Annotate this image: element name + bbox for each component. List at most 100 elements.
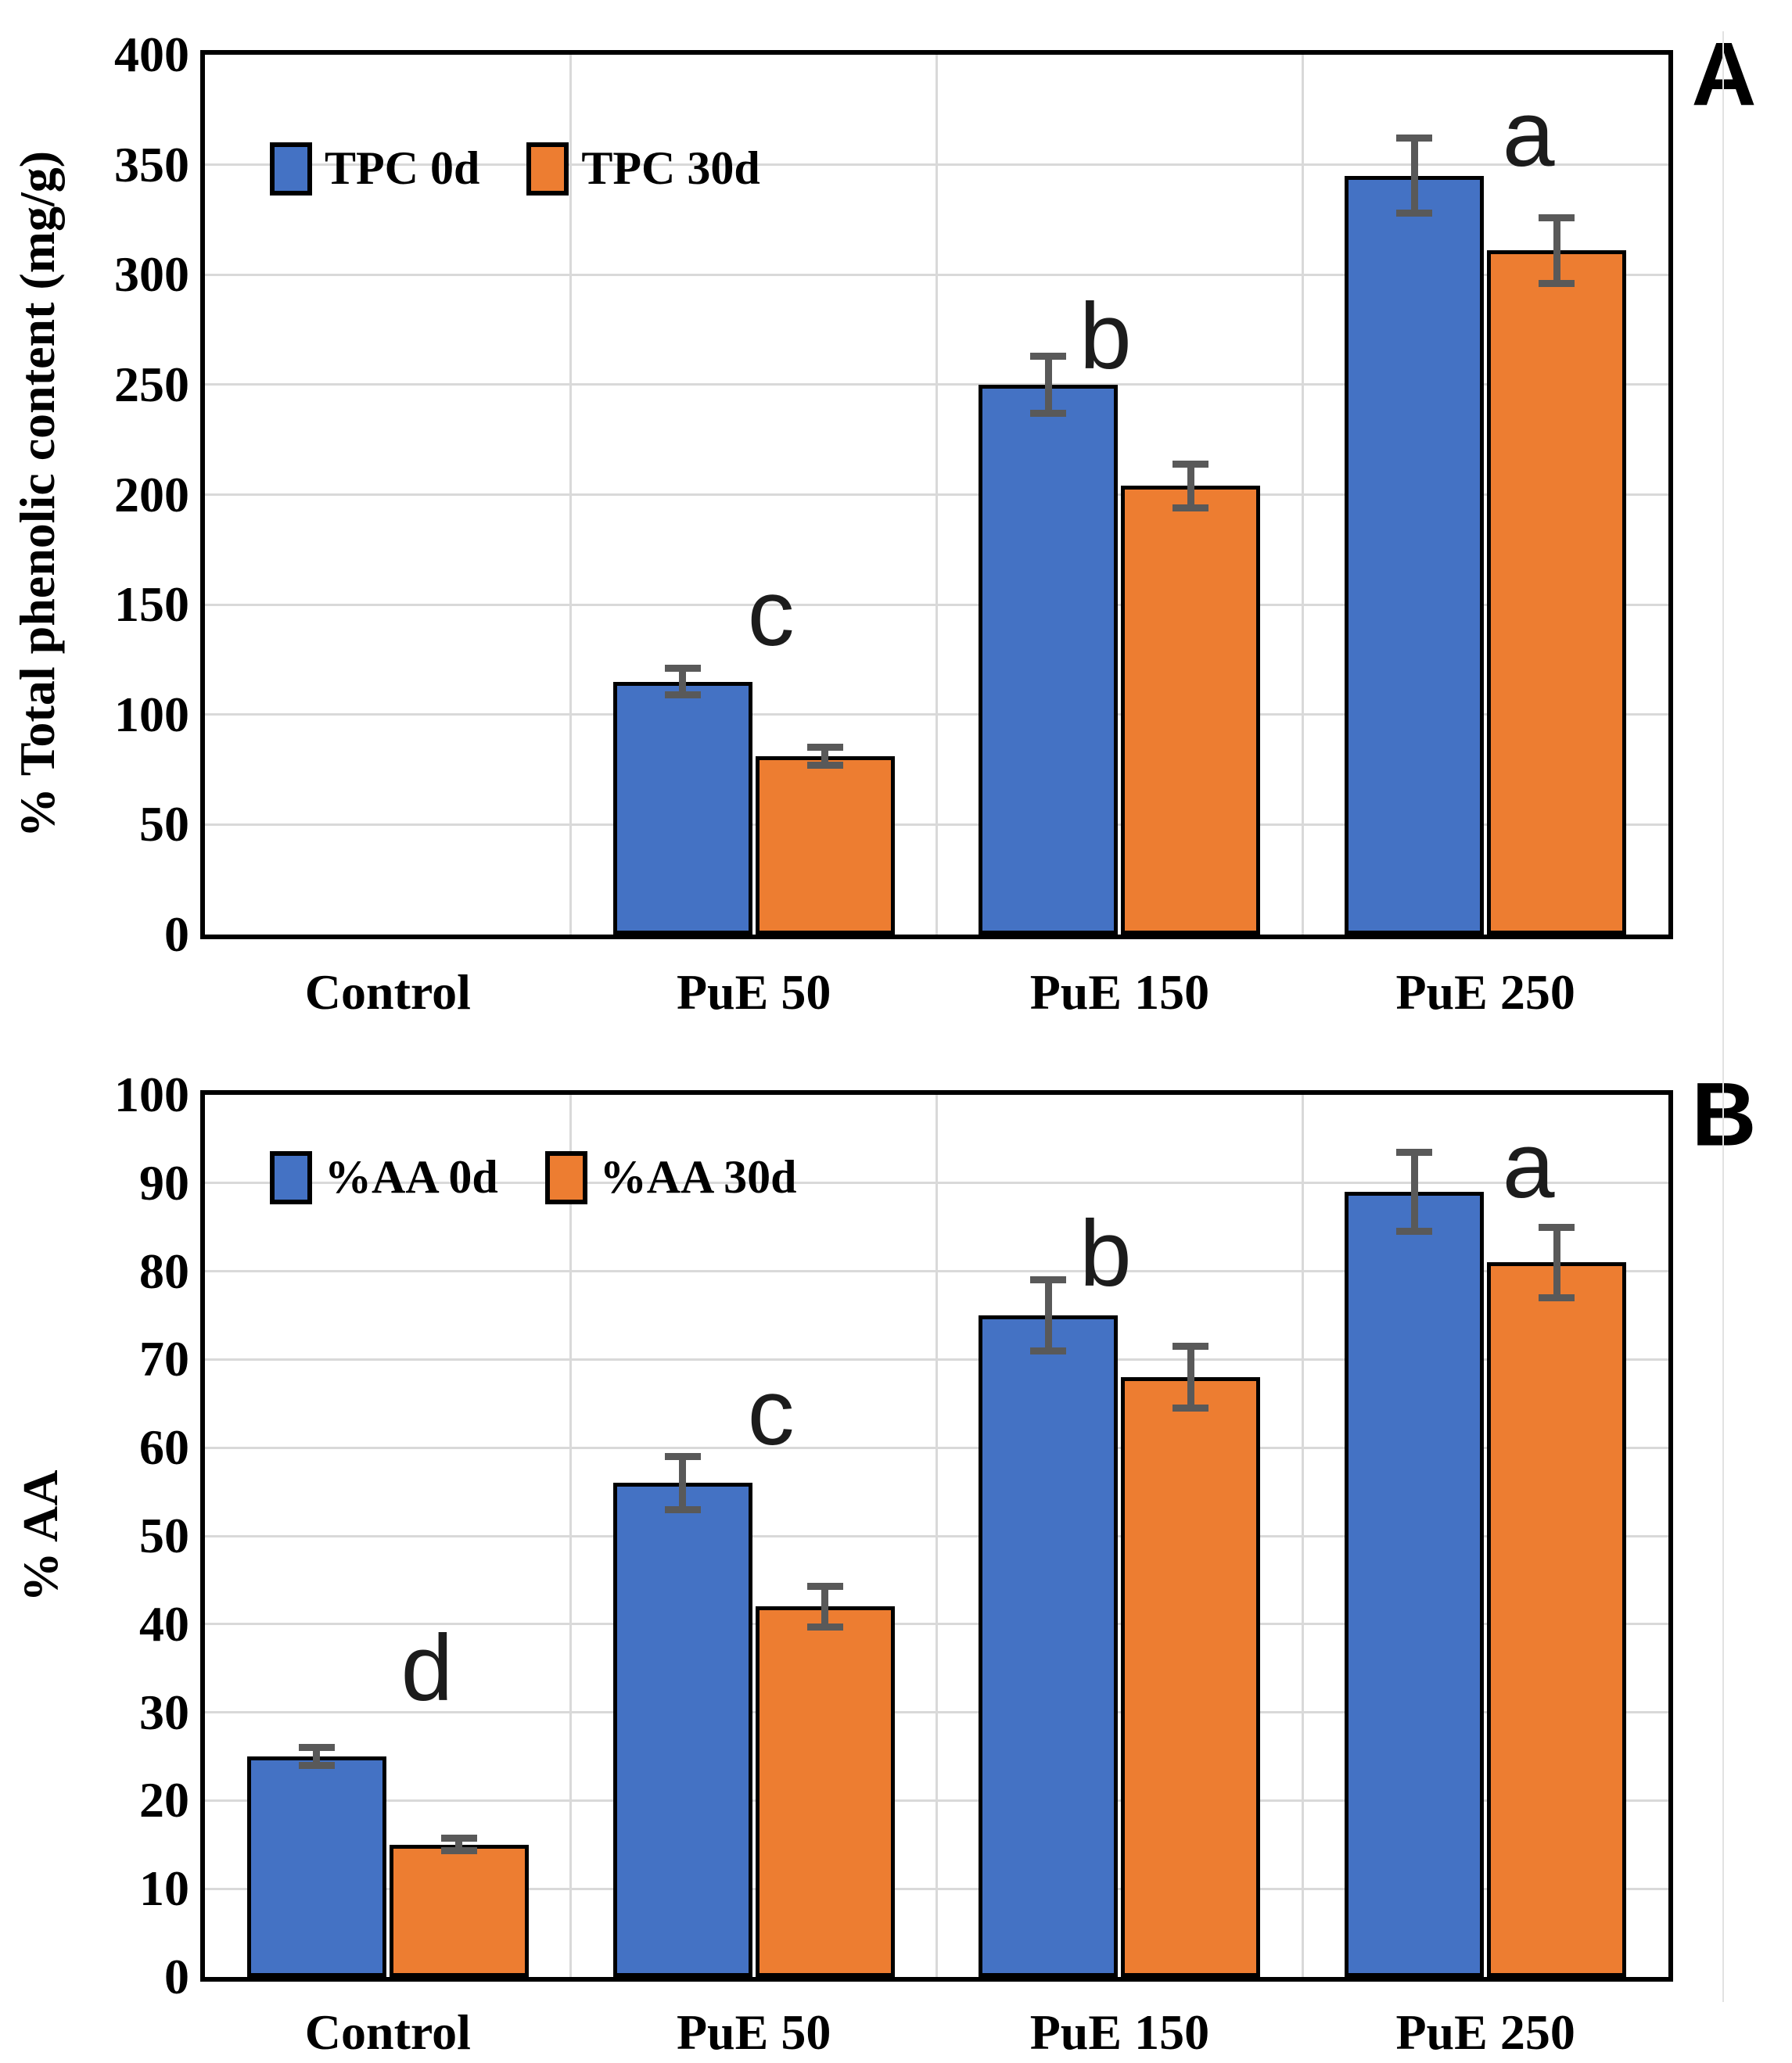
error-bar-cap-top	[806, 1582, 843, 1590]
error-bar-cap-top	[1030, 1276, 1067, 1284]
bar-%aa-30d	[389, 1844, 529, 1977]
significance-letter-c: c	[747, 1360, 795, 1466]
legend-item: TPC 0d	[270, 142, 479, 196]
error-bar-cap-bottom	[664, 1505, 701, 1513]
category-label: PuE 150	[1029, 964, 1210, 1020]
bar-%aa-0d	[979, 1315, 1119, 1977]
legend-label: %AA 0d	[325, 1151, 498, 1203]
error-bar-cap-bottom	[1030, 1347, 1067, 1354]
error-bar-line	[313, 1747, 321, 1766]
legend: %AA 0d %AA 30d	[270, 1150, 796, 1204]
category-label: Control	[304, 2004, 471, 2060]
y-tick-label: 90	[139, 1154, 189, 1211]
significance-letter-a: a	[1502, 81, 1555, 187]
error-bar-line	[679, 668, 687, 695]
error-bar-line	[821, 747, 829, 766]
error-bar-cap-bottom	[440, 1847, 477, 1855]
y-tick-label: 300	[114, 246, 189, 303]
panel-label-A: A	[1691, 24, 1757, 125]
y-tick-label: 150	[114, 576, 189, 633]
category-label: PuE 250	[1395, 964, 1575, 1020]
error-bar-cap-top	[298, 1744, 335, 1752]
page-column-edge-line	[1722, 31, 1724, 2002]
error-bar-line	[1410, 1152, 1418, 1232]
y-tick-label: 400	[114, 27, 189, 82]
significance-letter-b: b	[1079, 284, 1132, 389]
error-bar-cap-bottom	[1030, 409, 1067, 417]
y-tick-label: 350	[114, 136, 189, 192]
error-bar-cap-top	[806, 744, 843, 752]
category-label: PuE 150	[1029, 2004, 1210, 2060]
legend-swatch	[270, 1150, 312, 1204]
bar-%aa-30d	[1487, 1262, 1627, 1977]
error-bar-cap-bottom	[806, 761, 843, 769]
y-tick-label: 50	[139, 1508, 189, 1563]
bar-tpc-30d	[1487, 250, 1627, 935]
gridline-vertical	[569, 55, 573, 935]
error-bar-cap-bottom	[664, 691, 701, 698]
significance-letter-b: b	[1079, 1201, 1132, 1307]
bar-tpc-30d	[755, 756, 895, 935]
bar-tpc-0d	[1345, 175, 1485, 935]
plot-border	[200, 1090, 1673, 1982]
error-bar-line	[1044, 356, 1052, 414]
bar-tpc-30d	[1121, 486, 1261, 935]
error-bar-line	[679, 1456, 687, 1510]
error-bar-cap-bottom	[1539, 1293, 1575, 1301]
bar-%aa-0d	[612, 1483, 752, 1977]
error-bar-cap-bottom	[1396, 210, 1433, 217]
legend-swatch	[270, 142, 312, 196]
y-tick-label: 0	[164, 1949, 189, 2004]
y-tick-label: 20	[139, 1772, 189, 1828]
y-tick-label: 200	[114, 466, 189, 522]
y-tick-label: 50	[139, 796, 189, 852]
error-bar-line	[821, 1586, 829, 1627]
error-bar-cap-top	[1396, 1148, 1433, 1156]
bar-%aa-0d	[246, 1756, 386, 1977]
y-tick-label: 60	[139, 1419, 189, 1476]
legend-swatch	[544, 1150, 587, 1204]
y-tick-label: 100	[114, 686, 189, 742]
legend-label: TPC 0d	[325, 142, 480, 194]
error-bar-cap-top	[1173, 1342, 1209, 1350]
error-bar-cap-bottom	[1173, 504, 1209, 511]
category-label: PuE 50	[676, 964, 831, 1020]
error-bar-cap-top	[664, 1452, 701, 1460]
legend-item: TPC 30d	[526, 142, 760, 196]
y-tick-label: 10	[139, 1860, 189, 1917]
error-bar-line	[1553, 217, 1560, 284]
error-bar-cap-bottom	[1396, 1228, 1433, 1236]
error-bar-cap-bottom	[1539, 280, 1575, 287]
panel-label-B: B	[1691, 1064, 1757, 1165]
y-tick-label: 250	[114, 356, 189, 412]
significance-letter-c: c	[747, 561, 795, 666]
legend-item: %AA 30d	[544, 1150, 796, 1204]
significance-letter-a: a	[1502, 1113, 1555, 1218]
bar-%aa-0d	[1345, 1192, 1485, 1977]
error-bar-cap-bottom	[806, 1623, 843, 1631]
gridline-vertical	[569, 1095, 573, 1977]
error-bar-line	[1044, 1279, 1052, 1351]
error-bar-line	[455, 1838, 463, 1851]
error-bar-cap-top	[440, 1835, 477, 1842]
error-bar-line	[1410, 138, 1418, 213]
category-label: PuE 250	[1395, 2004, 1575, 2060]
y-tick-label: 0	[164, 906, 189, 962]
legend-label: TPC 30d	[581, 142, 760, 194]
legend: TPC 0d TPC 30d	[270, 142, 760, 196]
bar-tpc-0d	[979, 384, 1119, 935]
y-tick-label: 40	[139, 1595, 189, 1652]
plot-border	[200, 50, 1673, 939]
bar-tpc-0d	[612, 681, 752, 935]
error-bar-cap-top	[1396, 135, 1433, 142]
error-bar-cap-top	[1539, 1223, 1575, 1231]
error-bar-line	[1553, 1227, 1560, 1298]
significance-letter-d: d	[400, 1616, 454, 1721]
bar-%aa-30d	[1121, 1376, 1261, 1977]
legend-item: %AA 0d	[270, 1150, 498, 1204]
error-bar-cap-top	[1539, 213, 1575, 221]
error-bar-line	[1187, 1346, 1194, 1408]
y-tick-label: 80	[139, 1243, 189, 1299]
bar-%aa-30d	[755, 1606, 895, 1977]
